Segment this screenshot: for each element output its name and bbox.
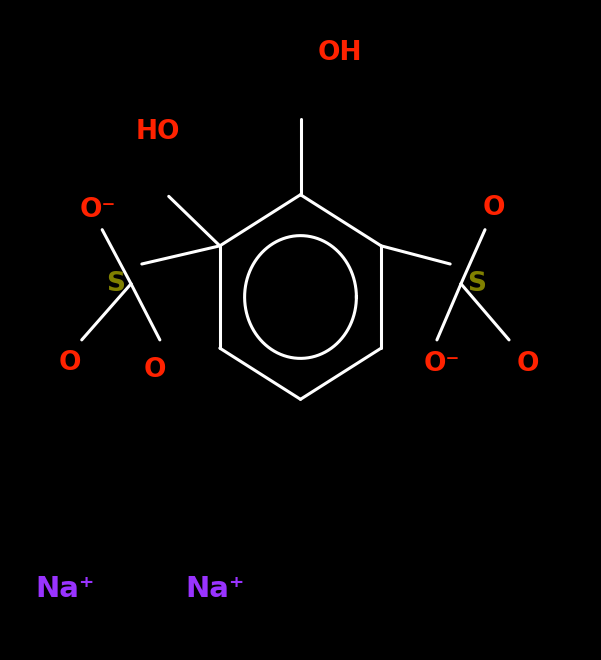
Text: O: O	[483, 195, 505, 221]
Text: Na⁺: Na⁺	[186, 575, 245, 603]
Text: O⁻: O⁻	[424, 351, 460, 378]
Text: HO: HO	[135, 119, 180, 145]
Text: O: O	[144, 356, 166, 383]
Text: O⁻: O⁻	[80, 197, 116, 223]
Text: O: O	[59, 350, 82, 376]
Text: Na⁺: Na⁺	[35, 575, 94, 603]
Text: O: O	[516, 351, 539, 378]
Text: S: S	[106, 271, 125, 297]
Text: S: S	[467, 271, 486, 297]
Text: OH: OH	[317, 40, 362, 66]
